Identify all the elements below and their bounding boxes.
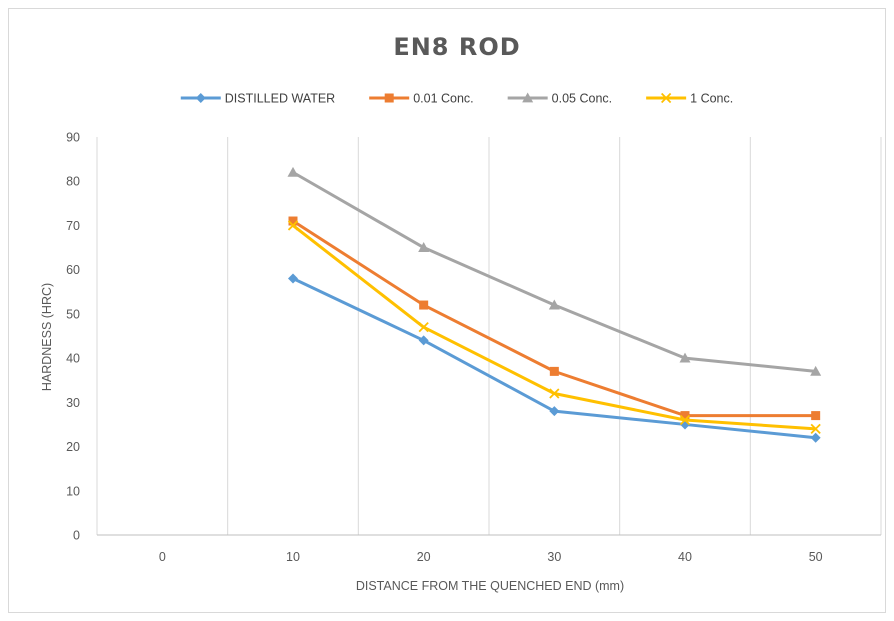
data-point — [548, 299, 560, 310]
legend-item: 0.05 Conc. — [507, 92, 612, 106]
data-point — [287, 166, 299, 177]
y-axis-ticks: 0 10 20 30 40 50 60 70 80 90 — [66, 131, 80, 543]
series — [288, 216, 821, 421]
series — [288, 273, 821, 443]
data-point — [810, 423, 821, 435]
x-tick-label: 0 — [159, 550, 166, 564]
x-tick-label: 10 — [286, 550, 300, 564]
data-point — [680, 411, 690, 421]
y-tick-label: 60 — [66, 263, 80, 277]
data-point — [384, 93, 394, 103]
legend-label: 0.01 Conc. — [413, 92, 473, 106]
y-tick-label: 80 — [66, 175, 80, 189]
series-group — [287, 166, 822, 443]
data-point — [549, 406, 560, 417]
series-line — [292, 224, 816, 431]
data-point — [288, 273, 298, 284]
data-point — [679, 352, 691, 363]
data-point — [419, 300, 429, 310]
x-tick-label: 50 — [809, 550, 823, 564]
x-axis-ticks: 0 10 20 30 40 50 — [159, 550, 823, 564]
data-point — [195, 93, 206, 103]
data-point — [549, 388, 560, 399]
data-point — [418, 335, 429, 346]
data-point — [522, 92, 534, 103]
data-point — [418, 322, 429, 333]
x-axis-label: DISTANCE FROM THE QUENCHED END (mm) — [356, 579, 624, 593]
data-point — [288, 216, 298, 226]
series — [287, 220, 821, 435]
legend-item: 1 Conc. — [646, 92, 733, 106]
data-point — [661, 92, 672, 104]
data-point — [679, 414, 691, 426]
legend-label: DISTILLED WATER — [225, 92, 335, 106]
x-tick-label: 20 — [417, 550, 431, 564]
data-point — [810, 365, 822, 376]
data-point — [810, 432, 821, 443]
legend: DISTILLED WATER 0.01 Conc. 0.05 Conc. 1 Con… — [180, 92, 733, 106]
legend-label: 1 Conc. — [690, 92, 733, 106]
series — [287, 166, 822, 376]
x-tick-label: 40 — [678, 550, 692, 564]
y-axis-label: HARDNESS (HRC) — [40, 283, 54, 391]
grid — [96, 137, 882, 536]
series-line — [292, 219, 816, 418]
y-tick-label: 90 — [66, 131, 80, 145]
y-tick-label: 10 — [66, 484, 80, 498]
data-point — [418, 242, 430, 252]
y-tick-label: 70 — [66, 219, 80, 233]
data-point — [811, 411, 821, 421]
data-point — [287, 220, 299, 231]
chart-frame — [8, 8, 886, 613]
y-tick-label: 20 — [66, 440, 80, 454]
y-tick-label: 50 — [66, 307, 80, 321]
y-tick-label: 40 — [66, 352, 80, 366]
data-point — [549, 366, 559, 376]
legend-item: 0.01 Conc. — [369, 92, 474, 106]
y-tick-label: 0 — [73, 529, 80, 543]
legend-label: 0.05 Conc. — [552, 92, 612, 106]
chart-title: EN8 ROD — [393, 33, 520, 61]
y-tick-label: 30 — [66, 396, 80, 410]
legend-item: DISTILLED WATER — [180, 92, 335, 106]
x-tick-label: 30 — [547, 550, 561, 564]
